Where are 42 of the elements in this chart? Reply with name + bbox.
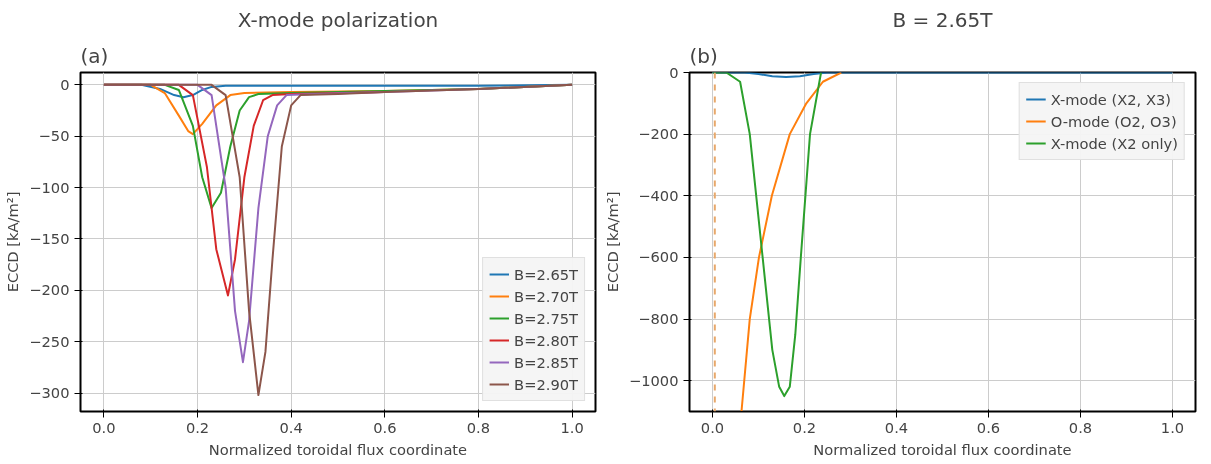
x-axis-title: Normalized toroidal flux coordinate <box>813 440 1072 458</box>
x-tick-label: 0.4 <box>884 418 909 436</box>
legend-label: X-mode (X2, X3) <box>1050 90 1172 108</box>
y-tick-label: −300 <box>29 384 70 402</box>
y-tick-label: −200 <box>638 125 679 143</box>
y-tick-label: 0 <box>669 63 679 81</box>
y-tick-label: −600 <box>638 248 679 266</box>
y-tick-label: −200 <box>29 281 70 299</box>
x-tick-label: 0.6 <box>373 418 397 436</box>
x-tick-label: 1.0 <box>560 418 584 436</box>
text: (a) <box>80 43 109 68</box>
y-tick-label: −800 <box>638 310 679 328</box>
chart-title: X-mode polarization <box>237 7 439 32</box>
y-tick-label: −1000 <box>628 371 679 389</box>
y-tick-label: −250 <box>29 332 70 350</box>
x-tick-label: 0.0 <box>92 418 116 436</box>
y-tick-label: −150 <box>29 229 70 247</box>
legend-label: B=2.65T <box>514 265 578 283</box>
x-tick-label: 0.0 <box>700 418 725 436</box>
text: (b) <box>689 43 718 68</box>
legend-label: B=2.75T <box>514 309 578 327</box>
x-tick-label: 0.8 <box>466 418 491 436</box>
x-tick-label: 0.2 <box>185 418 210 436</box>
x-axis-title: Normalized toroidal flux coordinate <box>208 440 468 458</box>
y-tick-label: −50 <box>38 127 70 145</box>
y-tick-label: 0 <box>60 75 70 93</box>
x-tick-label: 0.4 <box>279 418 303 436</box>
legend-label: X-mode (X2 only) <box>1050 134 1178 152</box>
y-axis-title: ECCD [kA/m²] <box>4 191 22 293</box>
x-tick-label: 0.6 <box>976 418 1001 436</box>
legend-label: B=2.70T <box>514 287 578 305</box>
legend-label: O-mode (O2, O3) <box>1050 112 1177 130</box>
x-tick-label: 0.8 <box>1068 418 1093 436</box>
chart-title: B = 2.65T <box>892 7 994 32</box>
legend-label: B=2.85T <box>514 353 578 371</box>
legend-label: B=2.90T <box>514 375 578 393</box>
legend-label: B=2.80T <box>514 331 578 349</box>
x-tick-label: 0.2 <box>792 418 817 436</box>
y-tick-label: −400 <box>638 186 679 204</box>
x-tick-label: 1.0 <box>1160 418 1185 436</box>
y-axis-title: ECCD [kA/m²] <box>603 191 621 293</box>
y-tick-label: −100 <box>29 178 70 196</box>
